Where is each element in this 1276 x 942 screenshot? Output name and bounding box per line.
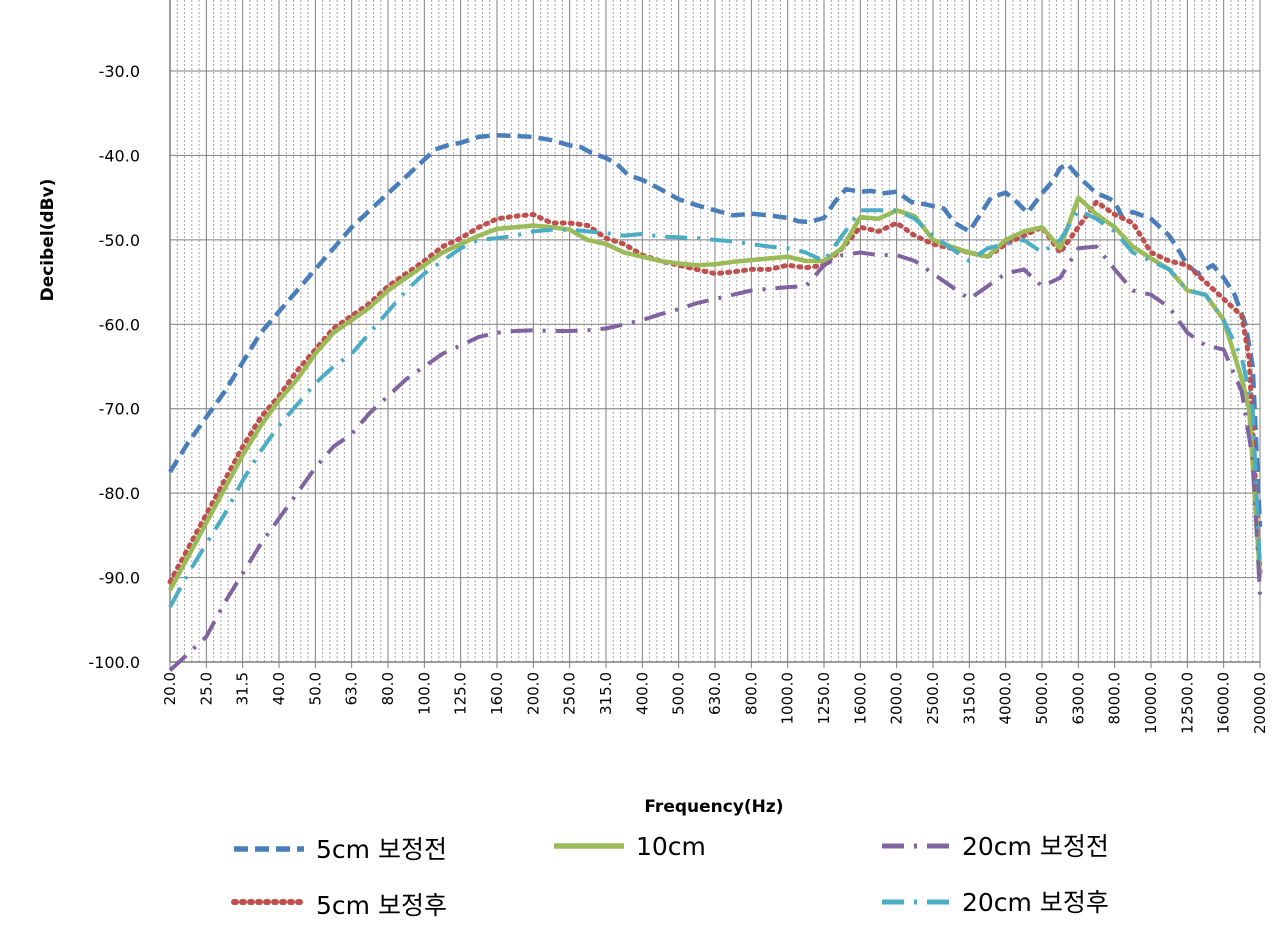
x-tick-label: 125.0: [452, 672, 470, 715]
legend-label-5: 20cm 보정후: [962, 888, 1109, 917]
axes: [169, 0, 1261, 668]
x-tick-label: 315.0: [597, 672, 615, 715]
x-tick-label: 5000.0: [1033, 672, 1051, 725]
series-layer: [167, 132, 1263, 672]
x-tick-label: 25.0: [197, 672, 215, 705]
x-tick-label: 500.0: [670, 672, 688, 715]
y-tick-label: -100.0: [88, 653, 140, 672]
x-tick-label: 3150.0: [960, 672, 978, 725]
y-tick-label: -60.0: [99, 315, 140, 334]
x-tick-label: 80.0: [379, 672, 397, 705]
y-tick-label: -50.0: [99, 231, 140, 250]
x-tick-label: 63.0: [343, 672, 361, 705]
x-tick-label: 16000.0: [1215, 672, 1233, 734]
y-tick-label: -40.0: [99, 146, 140, 165]
x-tick-label: 1000.0: [779, 672, 797, 725]
x-tick-label: 1600.0: [851, 672, 869, 725]
y-axis-ticks: -30.0 -40.0 -50.0 -60.0 -70.0 -80.0 -90.0 -100.…: [88, 62, 140, 672]
x-tick-label: 160.0: [488, 672, 506, 715]
x-tick-label: 2000.0: [888, 672, 906, 725]
x-tick-label: 100.0: [415, 672, 433, 715]
x-tick-label: 10000.0: [1142, 672, 1160, 734]
y-axis-title: Decibel(dBv): [38, 179, 58, 302]
x-tick-label: 800.0: [742, 672, 760, 715]
series-line-3: [168, 195, 1263, 592]
x-tick-label: 31.5: [234, 672, 252, 705]
x-tick-label: 20000.0: [1251, 672, 1269, 734]
x-tick-label: 20.0: [161, 672, 179, 705]
x-tick-label: 250.0: [561, 672, 579, 715]
x-tick-label: 8000.0: [1106, 672, 1124, 725]
legend-label-2: 5cm 보정후: [316, 891, 447, 920]
x-tick-label: 2500.0: [924, 672, 942, 725]
series-line-1: [168, 132, 1263, 528]
legend-label-1: 5cm 보정전: [316, 835, 447, 864]
legend-label-4: 20cm 보정전: [962, 832, 1109, 861]
legend-label-3: 10cm: [636, 832, 706, 861]
y-tick-label: -30.0: [99, 62, 140, 81]
y-tick-label: -90.0: [99, 569, 140, 588]
series-line-2: [167, 199, 1263, 585]
x-tick-label: 6300.0: [1069, 672, 1087, 725]
x-axis-title: Frequency(Hz): [644, 797, 783, 817]
x-tick-label: 4000.0: [997, 672, 1015, 725]
x-axis-ticks: 20.0 25.0 31.5 40.0 50.0 63.0 80.0 100.0 125.0 16…: [161, 672, 1269, 734]
x-tick-label: 40.0: [270, 672, 288, 705]
legend: 5cm 보정전 5cm 보정후 10cm 20cm 보정전 20cm 보정후: [231, 832, 1109, 920]
y-tick-label: -70.0: [99, 400, 140, 419]
x-tick-label: 200.0: [524, 672, 542, 715]
series-line-5: [168, 208, 1262, 609]
y-tick-label: -80.0: [99, 484, 140, 503]
x-tick-label: 1250.0: [815, 672, 833, 725]
series-line-4: [168, 244, 1262, 672]
x-tick-label: 400.0: [633, 672, 651, 715]
x-tick-label: 12500.0: [1178, 672, 1196, 734]
x-tick-label: 630.0: [706, 672, 724, 715]
x-tick-label: 50.0: [306, 672, 324, 705]
